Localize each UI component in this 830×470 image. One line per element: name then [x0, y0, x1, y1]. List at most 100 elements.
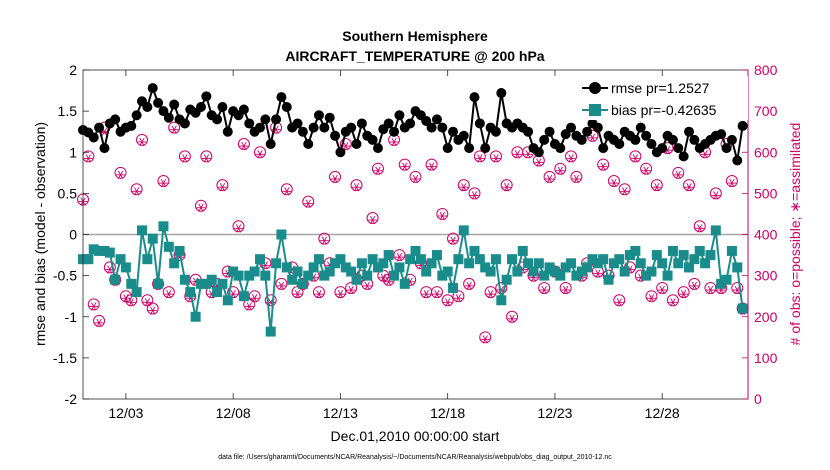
bias-point — [179, 274, 190, 285]
bias-point — [212, 287, 223, 298]
obs-possible-point — [613, 294, 626, 307]
obs-possible-point — [452, 290, 465, 303]
obs-assimilated-point — [346, 285, 356, 295]
asterisk-stroke — [150, 306, 156, 315]
obs-possible-point — [178, 150, 191, 163]
asterisk-stroke — [455, 294, 462, 303]
bias-point — [431, 250, 442, 261]
bias-point — [507, 254, 518, 265]
bias-point — [389, 270, 400, 281]
rmse-point — [614, 139, 625, 150]
rmse-point — [383, 118, 394, 129]
rmse-point — [297, 126, 308, 137]
rmse-point — [346, 122, 357, 133]
asterisk-stroke — [563, 285, 569, 295]
asterisk-stroke — [445, 298, 451, 307]
bias-point — [517, 245, 528, 256]
obs-assimilated-point — [523, 150, 533, 159]
obs-assimilated-point — [126, 298, 136, 307]
obs-possible-point — [479, 331, 492, 344]
obs-assimilated-point — [679, 290, 689, 299]
obs-assimilated-point — [453, 294, 463, 303]
bias-point — [233, 270, 244, 281]
asterisk-stroke — [611, 178, 617, 188]
bias-point — [421, 266, 432, 277]
obs-assimilated-point — [293, 290, 303, 299]
obs-assimilated-point — [330, 174, 340, 184]
obs-assimilated-point — [276, 281, 286, 291]
asterisk-stroke — [284, 187, 290, 196]
asterisk-stroke — [557, 166, 563, 175]
obs-assimilated-point — [657, 285, 667, 295]
asterisk-stroke — [525, 150, 531, 159]
y2-tick-label: 100 — [754, 350, 778, 366]
rmse-point — [474, 118, 485, 129]
asterisk-stroke — [203, 154, 209, 163]
obs-possible-point — [318, 232, 331, 245]
bias-point — [131, 287, 142, 298]
rmse-point — [496, 88, 507, 99]
bias-point — [367, 254, 378, 265]
bias-point — [490, 254, 501, 265]
obs-assimilated-point — [394, 252, 404, 262]
bias-point — [619, 266, 630, 277]
bias-point — [603, 274, 614, 285]
obs-assimilated-point — [201, 154, 211, 163]
asterisk-stroke — [702, 150, 708, 159]
obs-assimilated-point — [158, 178, 168, 188]
asterisk-stroke — [589, 133, 596, 142]
obs-assimilated-point — [132, 187, 142, 196]
rmse-point — [281, 102, 292, 113]
bias-point — [185, 287, 196, 298]
bias-point — [437, 270, 448, 281]
rmse-point — [319, 122, 330, 133]
asterisk-stroke — [568, 154, 574, 163]
obs-assimilated-point — [480, 335, 490, 344]
rmse-point — [195, 102, 206, 113]
bias-point — [705, 250, 716, 261]
bias-point — [673, 258, 684, 269]
bias-point — [195, 278, 206, 289]
rmse-point — [582, 126, 593, 137]
asterisk-stroke — [659, 285, 665, 295]
obs-assimilated-point — [539, 285, 549, 295]
asterisk-stroke — [675, 170, 681, 179]
asterisk-stroke — [91, 302, 97, 311]
rmse-point — [324, 112, 335, 123]
asterisk-stroke — [546, 174, 553, 184]
obs-possible-point — [114, 166, 127, 179]
obs-assimilated-point — [464, 281, 474, 291]
obs-possible-point — [441, 294, 454, 307]
rmse-point — [99, 143, 110, 154]
obs-assimilated-point — [180, 154, 190, 163]
bias-point — [136, 225, 147, 236]
bias-point — [598, 254, 609, 265]
bias-point — [308, 262, 319, 273]
obs-assimilated-point — [319, 236, 329, 245]
rmse-point — [265, 139, 276, 150]
obs-possible-point — [194, 199, 207, 212]
asterisk-stroke — [691, 281, 698, 291]
asterisk-stroke — [391, 137, 397, 147]
bias-point — [330, 258, 341, 269]
obs-assimilated-point — [437, 211, 447, 221]
y-axis-left: -2 -1.5 -1 -0.5 0 0.5 1 1.5 2 — [53, 62, 89, 407]
obs-possible-point — [436, 207, 449, 220]
rmse-point — [356, 118, 367, 129]
obs-assimilated-point — [89, 302, 99, 311]
asterisk-stroke — [396, 252, 403, 262]
y-tick-label: -2 — [65, 391, 78, 407]
asterisk-stroke — [509, 314, 515, 323]
obs-possible-point — [232, 220, 245, 233]
bias-point — [512, 266, 523, 277]
obs-assimilated-point — [196, 203, 206, 212]
obs-assimilated-point — [400, 162, 410, 171]
legend-rmse-marker — [589, 82, 601, 94]
asterisk-stroke — [144, 298, 150, 307]
asterisk-stroke — [305, 199, 311, 208]
bias-point — [142, 254, 153, 265]
rmse-point — [630, 134, 641, 145]
obs-possible-point — [302, 195, 315, 208]
asterisk-stroke — [133, 187, 140, 196]
bias-point — [641, 270, 652, 281]
